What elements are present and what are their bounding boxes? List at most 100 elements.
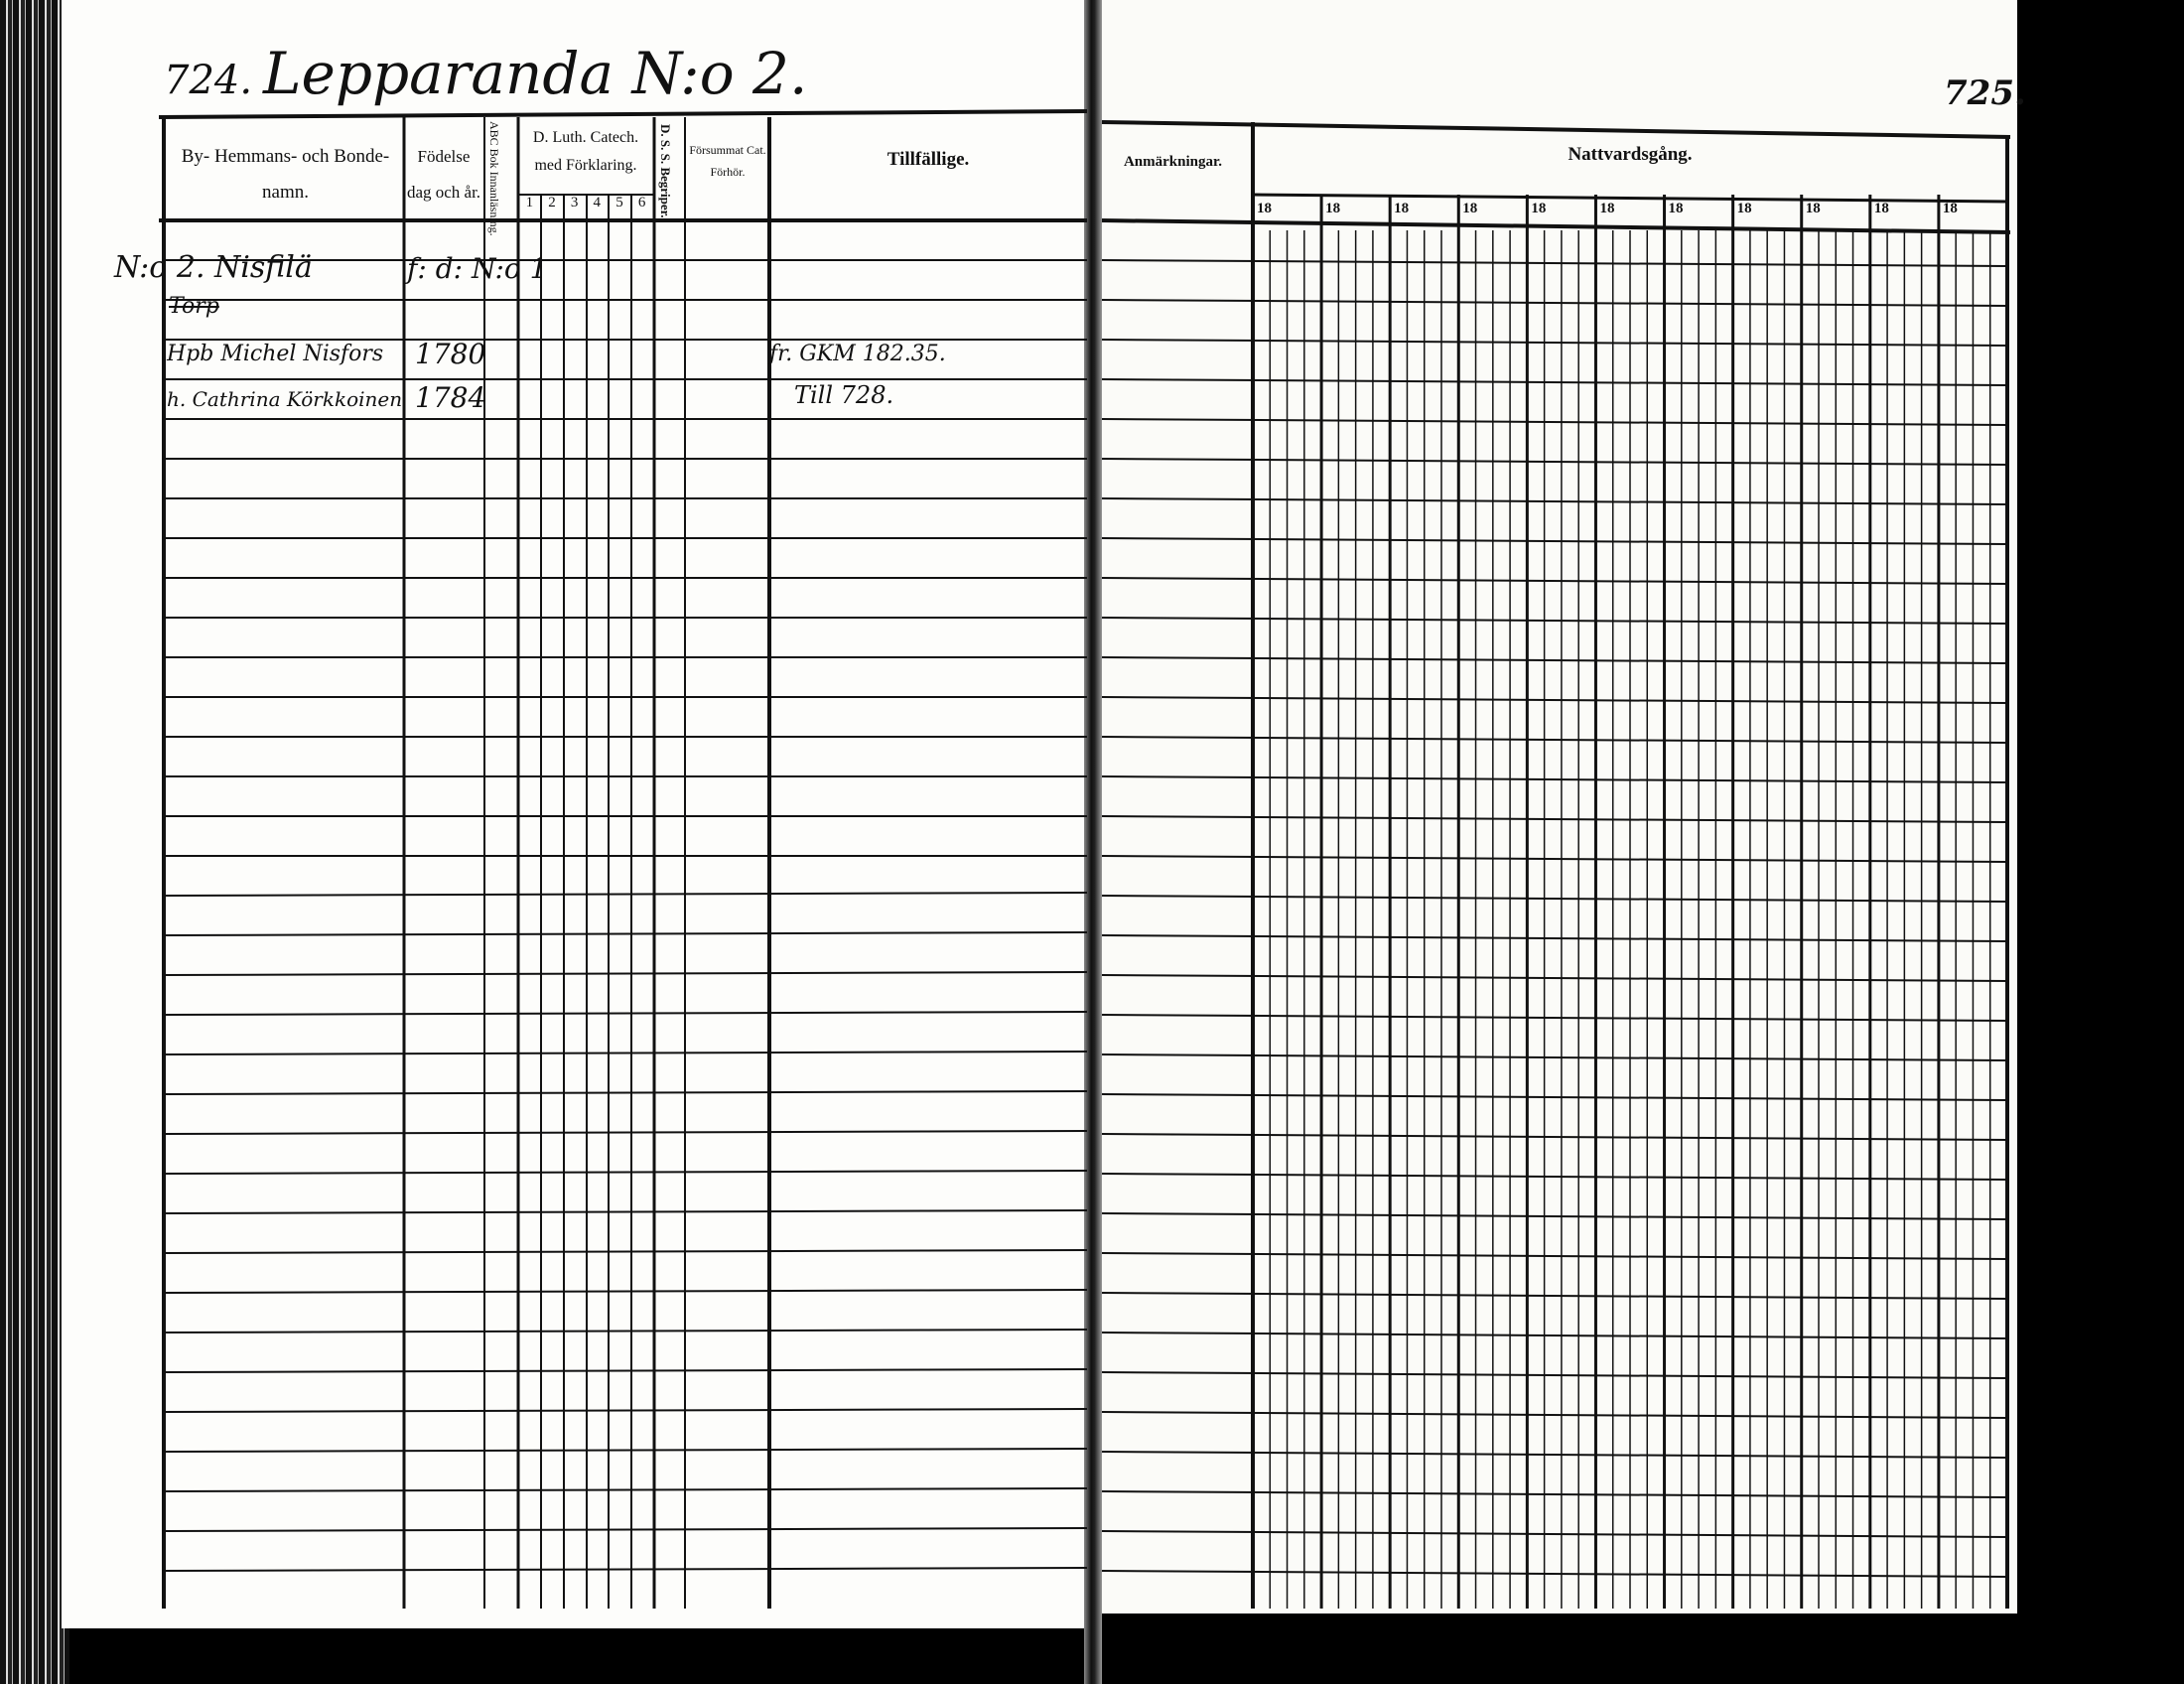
row-rule [163,1249,1088,1254]
header-name: By- Hemmans- och Bonde-namn. [181,146,390,203]
header-top-rule [158,109,1088,119]
row-rule [163,971,1088,976]
row-rule [1101,1451,2008,1459]
entry-person-birth: 1784 [415,381,486,414]
row-rule [1101,855,2008,863]
page-title: Lepparanda N:o 2. [263,40,808,107]
year-prefix: 18 [1531,201,1547,216]
year-prefix: 18 [1462,201,1478,216]
header-bottom-rule [1101,218,2011,234]
header-forsummat: Försummat Cat. Förhör. [689,143,766,179]
catech-number: 1 [525,195,534,210]
entry-person-name: Hpb Michel Nisfors [167,342,384,366]
row-rule [1101,259,2008,267]
left-page [62,0,1090,1628]
catech-number: 4 [593,195,602,210]
catech-number: 3 [570,195,579,210]
year-prefix: 18 [1736,201,1752,216]
row-rule [1101,497,2008,505]
row-rule [1101,696,2008,704]
header-anmarkningar: Anmärkningar. [1123,154,1223,170]
row-rule [1101,775,2008,783]
row-rule [1101,378,2008,386]
entry-person-birth: 1780 [415,338,486,370]
year-prefix: 18 [1668,201,1684,216]
row-rule [163,1090,1088,1095]
year-header-rule [1252,193,2008,204]
header-abc: ABC Bok Innanläsning. [487,121,501,236]
row-rule [1101,736,2008,744]
row-rule [163,1289,1088,1294]
row-rule [1101,1490,2008,1498]
row-rule [163,1567,1088,1572]
header-top-rule [1101,120,2011,139]
row-rule [163,1329,1088,1333]
row-rule [163,1527,1088,1532]
row-rule [1101,1252,2008,1260]
row-rule [163,1408,1088,1413]
entry-farm-ref: f: d: N:o 1 [407,252,548,285]
row-rule [1101,458,2008,466]
row-rule [163,1011,1088,1016]
year-prefix: 18 [1257,201,1272,216]
right-page-number: 725. [1944,73,2026,113]
row-rule [1101,1371,2008,1379]
entry-person-tillfallige: Till 728. [794,381,894,409]
row-rule [1101,815,2008,823]
row-rule [1101,418,2008,426]
catech-number: 6 [637,195,646,210]
row-rule [163,892,1088,897]
header-ds: D. S. S. Begriper. [658,123,673,218]
row-rule [1101,339,2008,347]
year-prefix: 18 [1873,201,1889,216]
entry-torp: Torp [169,294,219,319]
row-rule [163,1051,1088,1055]
row-rule [1101,1053,2008,1061]
row-rule [1101,656,2008,664]
year-prefix: 18 [1325,201,1341,216]
entry-person-name: h. Cathrina Körkkoinen [167,387,403,411]
row-rule [1101,1332,2008,1339]
row-rule [1101,1570,2008,1578]
book-gutter [1084,0,1102,1684]
row-rule [163,1130,1088,1135]
row-rule [163,1209,1088,1214]
row-rule [1101,537,2008,545]
header-nattvardsgang: Nattvardsgång. [1568,144,1693,165]
row-rule [1101,974,2008,982]
header-catech: D. Luth. Catech. med Förklaring. [532,129,639,174]
header-birth: Födelse dag och år. [406,147,481,202]
row-rule [1101,617,2008,625]
row-rule [1101,895,2008,903]
header-tillfallige: Tillfällige. [887,149,970,170]
left-page-number: 724. [164,58,253,103]
row-rule [1101,1014,2008,1022]
row-rule [163,1170,1088,1175]
year-prefix: 18 [1805,201,1821,216]
entry-farm-name: N:o 2. Nisfilä [114,250,313,285]
row-rule [1101,577,2008,585]
row-rule [1101,1173,2008,1181]
book-edges [0,0,69,1684]
row-rule [1101,934,2008,942]
entry-person-tillfallige: fr. GKM 182.35. [769,342,946,366]
row-rule [163,1448,1088,1453]
row-rule [1101,1133,2008,1141]
row-rule [1101,1212,2008,1220]
row-rule [1101,1530,2008,1538]
row-rule [1101,1411,2008,1419]
row-rule [163,1368,1088,1373]
row-rule [1101,1093,2008,1101]
catech-number: 2 [548,195,556,210]
year-prefix: 18 [1599,201,1615,216]
row-rule [163,931,1088,936]
row-rule [1101,299,2008,307]
row-rule [163,1487,1088,1492]
year-prefix: 18 [1942,201,1958,216]
catech-number: 5 [615,195,623,210]
row-rule [1101,1292,2008,1300]
catech-numbers: 1 2 3 4 5 6 [518,195,653,211]
year-prefix: 18 [1394,201,1410,216]
